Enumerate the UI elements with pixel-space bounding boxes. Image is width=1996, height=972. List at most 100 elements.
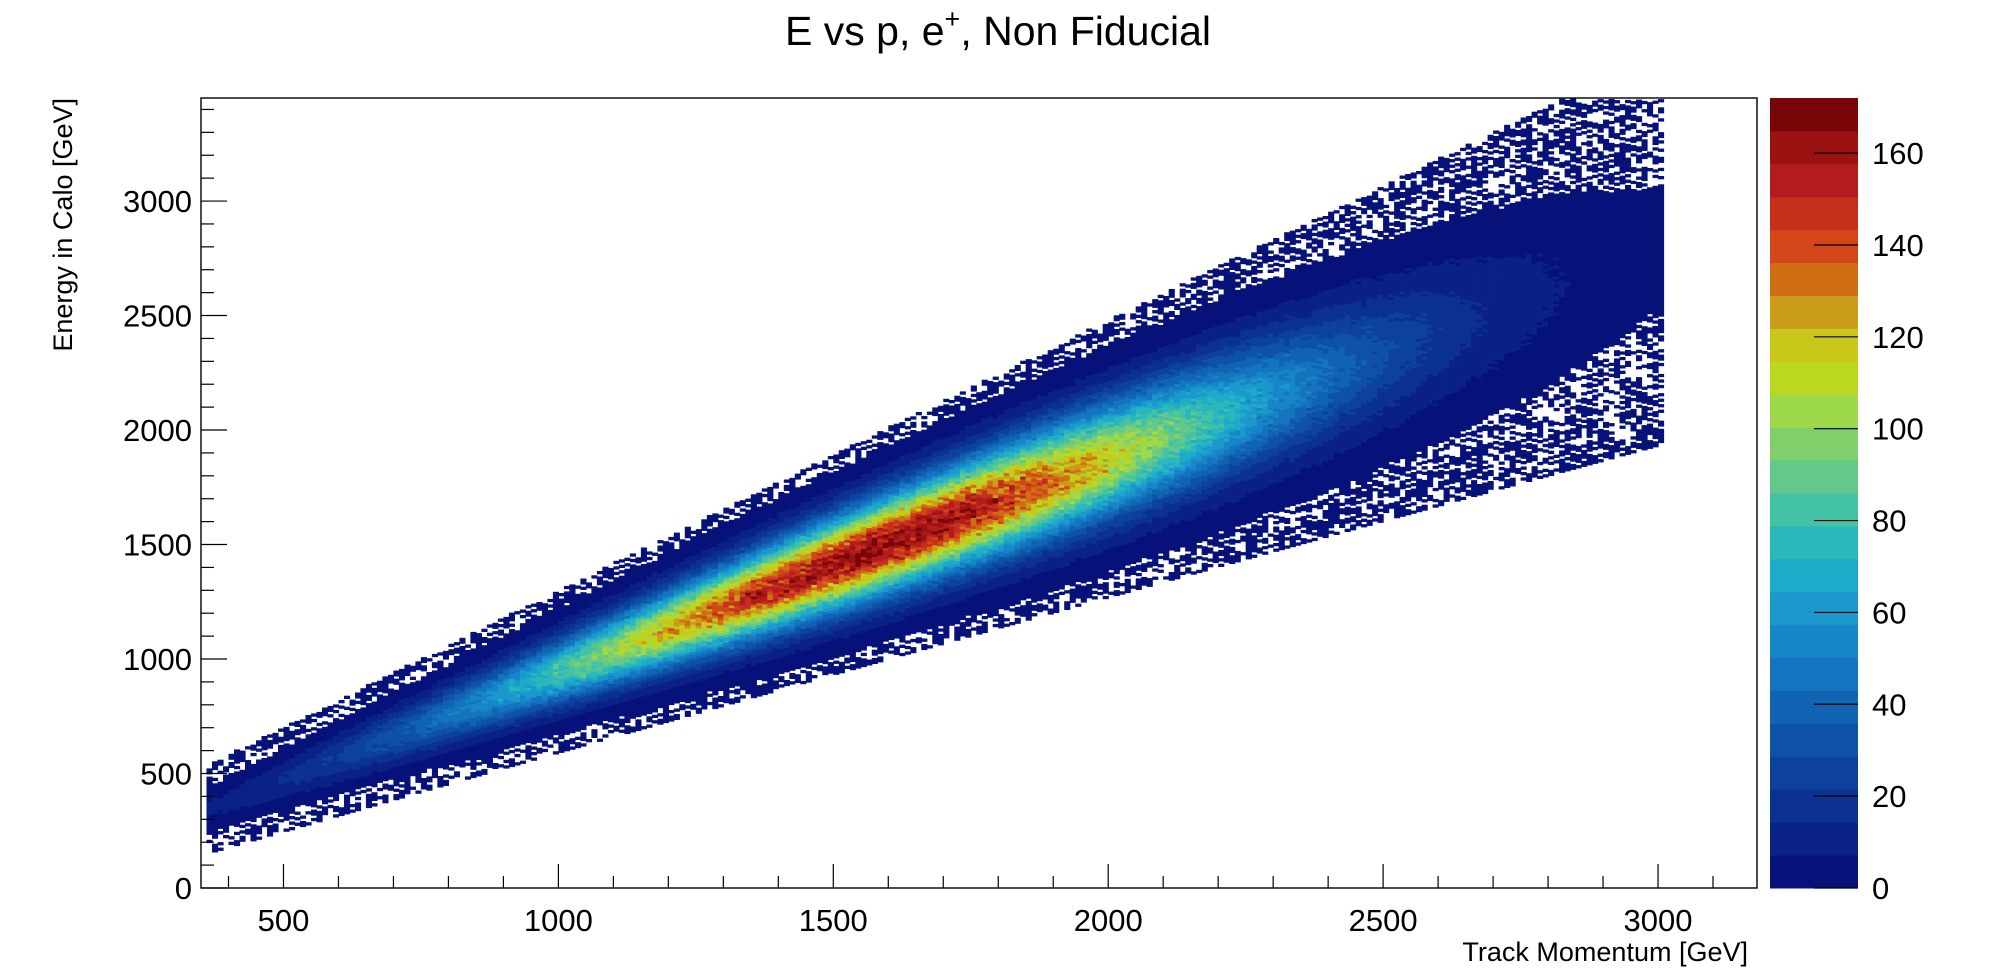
- heatmap-cell: [640, 660, 647, 664]
- heatmap-cell: [311, 787, 318, 791]
- heatmap-cell: [333, 792, 340, 796]
- heatmap-cell: [316, 758, 323, 762]
- heatmap-cell: [739, 670, 746, 674]
- heatmap-cell: [497, 679, 504, 683]
- heatmap-cell: [596, 642, 603, 646]
- heatmap-cell: [756, 605, 763, 609]
- heatmap-cell: [679, 608, 686, 612]
- heatmap-cell: [745, 526, 752, 530]
- heatmap-cell: [646, 589, 653, 594]
- heatmap-cell: [569, 622, 576, 627]
- heatmap-cell: [624, 717, 631, 721]
- heatmap-cell: [404, 782, 411, 786]
- heatmap-cell: [607, 647, 614, 651]
- heatmap-cell: [453, 710, 460, 715]
- heatmap-cell: [415, 716, 422, 720]
- heatmap-cell: [756, 676, 763, 681]
- heatmap-cell: [283, 729, 290, 733]
- heatmap-cell: [750, 563, 757, 567]
- heatmap-cell: [239, 789, 246, 793]
- heatmap-cell: [525, 665, 532, 669]
- heatmap-cell: [486, 690, 493, 694]
- heatmap-cell: [206, 793, 213, 797]
- heatmap-cell: [657, 603, 664, 607]
- heatmap-cell: [349, 699, 356, 703]
- heatmap-cell: [420, 756, 427, 760]
- heatmap-cell: [525, 624, 532, 628]
- heatmap-cell: [437, 781, 444, 785]
- heatmap-cell: [239, 753, 246, 757]
- heatmap-cell: [409, 682, 416, 686]
- heatmap-cell: [420, 723, 427, 727]
- heatmap-cell: [651, 566, 658, 570]
- heatmap-cell: [624, 670, 631, 674]
- heatmap-cell: [382, 690, 389, 694]
- heatmap-cell: [530, 719, 537, 723]
- heatmap-cell: [734, 688, 741, 692]
- heatmap-cell: [360, 696, 367, 700]
- heatmap-cell: [591, 613, 598, 618]
- heatmap-cell: [459, 717, 466, 721]
- heatmap-cell: [712, 645, 719, 649]
- heatmap-cell: [662, 607, 669, 611]
- heatmap-cell: [497, 744, 504, 749]
- heatmap-cell: [448, 651, 455, 656]
- heatmap-cell: [228, 775, 235, 779]
- heatmap-cell: [459, 673, 466, 677]
- heatmap-cell: [393, 774, 400, 779]
- heatmap-cell: [580, 702, 587, 706]
- heatmap-cell: [547, 736, 554, 740]
- heatmap-cell: [415, 746, 422, 750]
- heatmap-cell: [624, 692, 631, 696]
- heatmap-cell: [475, 652, 482, 656]
- heatmap-cell: [695, 559, 702, 563]
- heatmap-cell: [409, 770, 416, 774]
- heatmap-cell: [371, 726, 378, 730]
- heatmap-cell: [662, 620, 669, 625]
- heatmap-cell: [750, 549, 757, 553]
- heatmap-cell: [712, 626, 719, 630]
- heatmap-cell: [245, 776, 252, 780]
- heatmap-cell: [234, 787, 241, 792]
- heatmap-cell: [679, 602, 686, 606]
- heatmap-cell: [492, 653, 499, 657]
- heatmap-cell: [431, 758, 438, 762]
- heatmap-cell: [728, 602, 735, 606]
- heatmap-cell: [212, 835, 219, 839]
- heatmap-cell: [690, 695, 697, 699]
- heatmap-cell: [646, 675, 653, 679]
- heatmap-cell: [344, 811, 351, 815]
- heatmap-cell: [646, 600, 653, 605]
- heatmap-cell: [761, 625, 768, 630]
- heatmap-cell: [525, 682, 532, 686]
- heatmap-cell: [657, 592, 664, 596]
- heatmap-cell: [492, 672, 499, 676]
- heatmap-cell: [486, 671, 493, 675]
- heatmap-cell: [668, 682, 675, 686]
- heatmap-cell: [481, 702, 488, 707]
- heatmap-cell: [624, 609, 631, 614]
- heatmap-cell: [234, 798, 241, 803]
- heatmap-cell: [311, 718, 318, 723]
- heatmap-cell: [662, 604, 669, 608]
- heatmap-cell: [734, 564, 741, 569]
- heatmap-cell: [344, 720, 351, 724]
- heatmap-cell: [525, 726, 532, 730]
- heatmap-cell: [426, 754, 433, 758]
- heatmap-cell: [717, 586, 724, 590]
- heatmap-cell: [651, 665, 658, 669]
- heatmap-cell: [492, 763, 499, 767]
- heatmap-cell: [558, 694, 565, 698]
- heatmap-cell: [772, 559, 779, 563]
- heatmap-cell: [536, 747, 543, 751]
- heatmap-cell: [437, 696, 444, 700]
- heatmap-cell: [591, 732, 598, 736]
- heatmap-cell: [426, 683, 433, 687]
- heatmap-cell: [585, 662, 592, 666]
- heatmap-cell: [695, 663, 702, 668]
- heatmap-cell: [289, 750, 296, 754]
- heatmap-cell: [294, 720, 301, 725]
- heatmap-cell: [371, 704, 378, 708]
- heatmap-cell: [525, 668, 532, 672]
- heatmap-cell: [695, 584, 702, 588]
